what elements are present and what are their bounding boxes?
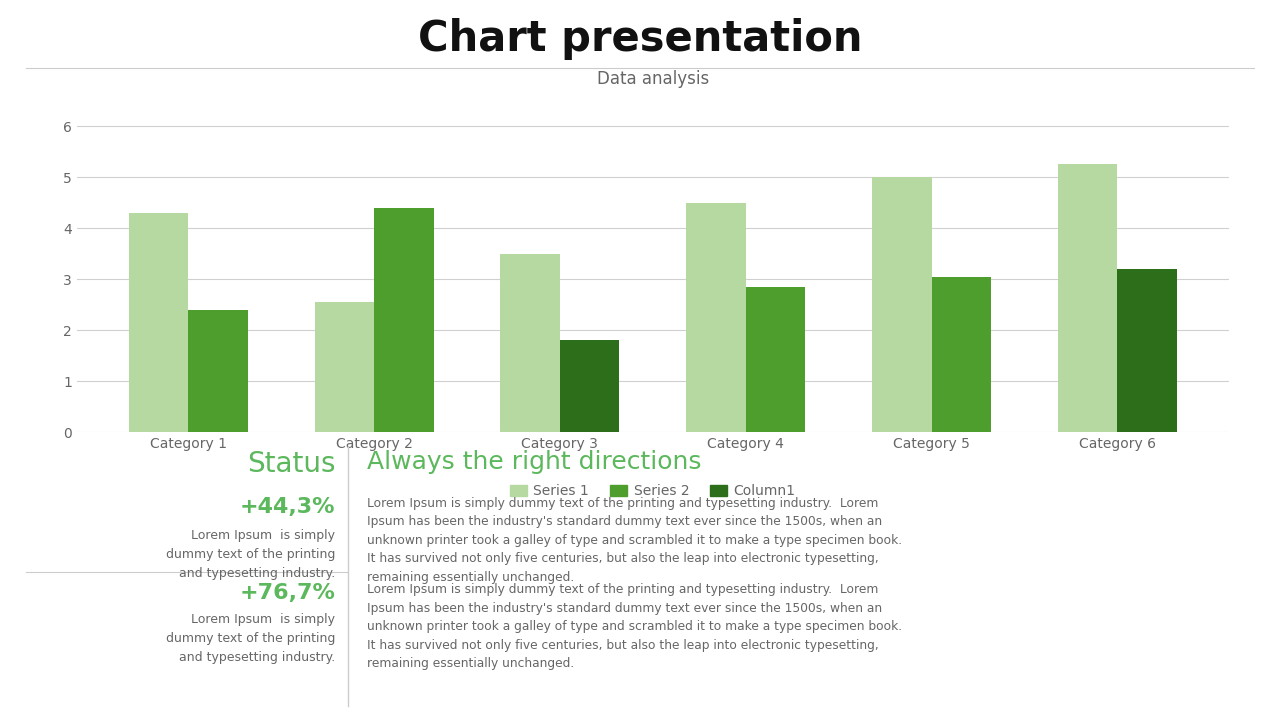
Bar <box>500 253 559 432</box>
Bar <box>872 177 932 432</box>
Bar <box>315 302 374 432</box>
Bar <box>1117 269 1176 432</box>
Bar <box>559 341 620 432</box>
Legend: Series 1, Series 2, Column1: Series 1, Series 2, Column1 <box>504 479 801 504</box>
Bar <box>1057 164 1117 432</box>
Text: +76,7%: +76,7% <box>239 583 335 603</box>
Bar <box>932 276 991 432</box>
Text: Always the right directions: Always the right directions <box>367 450 701 474</box>
Bar <box>188 310 248 432</box>
Text: +44,3%: +44,3% <box>239 497 335 517</box>
Text: Lorem Ipsum  is simply
dummy text of the printing
and typesetting industry.: Lorem Ipsum is simply dummy text of the … <box>166 529 335 580</box>
Bar <box>374 208 434 432</box>
Bar <box>746 287 805 432</box>
Text: Chart presentation: Chart presentation <box>417 18 863 60</box>
Text: Status: Status <box>247 450 335 478</box>
Text: Lorem Ipsum is simply dummy text of the printing and typesetting industry.  Lore: Lorem Ipsum is simply dummy text of the … <box>367 497 902 584</box>
Text: Lorem Ipsum  is simply
dummy text of the printing
and typesetting industry.: Lorem Ipsum is simply dummy text of the … <box>166 613 335 665</box>
Title: Data analysis: Data analysis <box>596 70 709 88</box>
Text: Lorem Ipsum is simply dummy text of the printing and typesetting industry.  Lore: Lorem Ipsum is simply dummy text of the … <box>367 583 902 670</box>
Bar <box>129 213 188 432</box>
Bar <box>686 203 746 432</box>
